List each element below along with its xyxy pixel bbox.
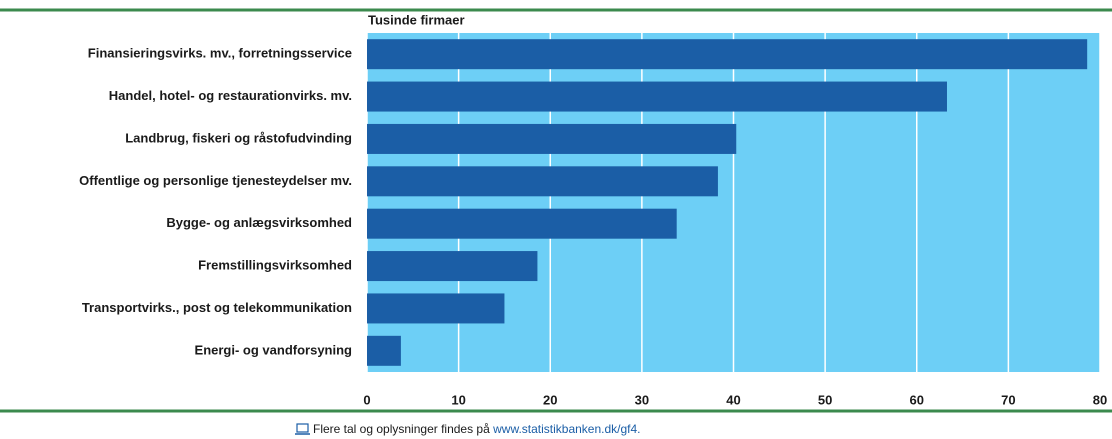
- bar: [367, 335, 401, 366]
- y-tick-label: Handel, hotel- og restaurationvirks. mv.: [109, 88, 352, 103]
- footer-label: Flere tal og oplysninger findes på: [313, 422, 493, 436]
- bar: [367, 166, 718, 197]
- x-tick-label: 0: [363, 392, 370, 407]
- footer: Flere tal og oplysninger findes på www.s…: [295, 422, 641, 436]
- bar: [367, 293, 505, 324]
- bar: [367, 123, 737, 154]
- bar: [367, 208, 677, 239]
- footer-text: Flere tal og oplysninger findes på www.s…: [313, 422, 641, 436]
- x-tick-label: 60: [910, 392, 924, 407]
- y-tick-label: Landbrug, fiskeri og råstofudvinding: [125, 130, 352, 145]
- x-tick-label: 70: [1001, 392, 1015, 407]
- y-tick-label: Offentlige og personlige tjenesteydelser…: [79, 173, 352, 188]
- footer-icon: [296, 423, 309, 433]
- y-tick-label: Fremstillingsvirksomhed: [198, 258, 352, 273]
- y-tick-label: Bygge- og anlægsvirksomhed: [166, 215, 352, 230]
- x-tick-label: 30: [635, 392, 649, 407]
- x-tick-label: 10: [451, 392, 465, 407]
- y-tick-label: Transportvirks., post og telekommunikati…: [82, 300, 352, 315]
- bar: [367, 39, 1088, 70]
- footer-link[interactable]: www.statistikbanken.dk/gf4.: [492, 422, 640, 436]
- bar: [367, 251, 538, 282]
- bar: [367, 81, 947, 112]
- y-tick-label: Energi- og vandforsyning: [195, 342, 353, 357]
- x-tick-label: 50: [818, 392, 832, 407]
- x-tick-label: 20: [543, 392, 557, 407]
- y-tick-label: Finansieringsvirks. mv., forretningsserv…: [88, 46, 352, 61]
- x-tick-label: 80: [1093, 392, 1107, 407]
- x-tick-label: 40: [726, 392, 740, 407]
- chart-title: Tusinde firmaer: [368, 12, 465, 27]
